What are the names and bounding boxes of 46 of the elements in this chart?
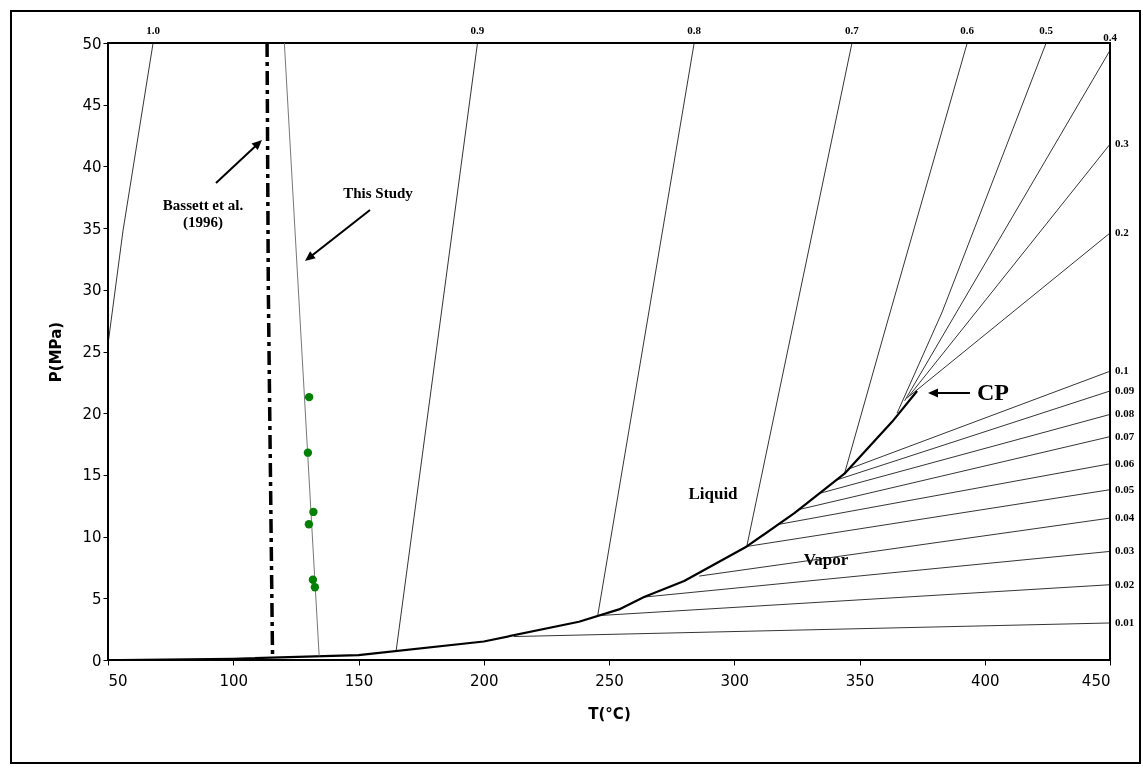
y-tick-label: 40 (82, 157, 102, 176)
series-label: 0.3 (1115, 137, 1130, 150)
x-tick-label: 350 (845, 671, 875, 690)
y-tick-label: 45 (82, 96, 102, 115)
series-label: 0.07 (1115, 429, 1135, 442)
series-label: 0.08 (1115, 407, 1135, 420)
y-tick-label: 30 (82, 281, 102, 300)
annotation: Bassett et al. (1996) (162, 197, 244, 231)
series-label: 0.7 (845, 24, 860, 36)
series-label: 0.09 (1115, 383, 1135, 396)
series-label: 0.4 (1103, 31, 1118, 44)
x-tick-label: 450 (1081, 671, 1111, 690)
x-axis-title: T(°C) (588, 704, 631, 723)
y-axis-title: P(MPa) (47, 321, 66, 383)
series-label: 0.04 (1115, 511, 1135, 524)
series-label: 0.5 (1039, 24, 1054, 36)
series-label: 0.9 (470, 24, 485, 36)
x-tick-label: 250 (595, 671, 624, 690)
y-tick-label: 10 (82, 528, 102, 547)
series-label: 0.03 (1115, 544, 1135, 557)
y-tick-label: 0 (91, 651, 102, 670)
y-tick-label: 35 (82, 219, 102, 238)
y-tick-label: 20 (82, 404, 102, 423)
annotation: Vapor (803, 550, 849, 569)
series-label: 1.0 (146, 24, 161, 36)
annotation: Liquid (688, 484, 739, 503)
x-tick-label: 400 (970, 671, 1000, 690)
x-tick-label: 100 (219, 671, 249, 690)
series-label: 0.6 (960, 24, 975, 36)
series-label: 0.8 (687, 24, 702, 36)
y-tick-label: 5 (91, 589, 102, 608)
series-label: 0.2 (1115, 226, 1130, 239)
series-label: 0.02 (1115, 577, 1135, 590)
y-tick-label: 15 (82, 466, 102, 485)
annotation: CP (977, 379, 1009, 405)
series-label: 0.06 (1115, 456, 1135, 469)
x-tick-label: 150 (344, 671, 374, 690)
y-tick-label: 50 (82, 34, 102, 53)
x-tick-label: 200 (469, 671, 499, 690)
x-tick-label: 300 (720, 671, 750, 690)
y-tick-label: 25 (82, 343, 102, 361)
series-label: 0.01 (1115, 615, 1135, 628)
series-label: 0.1 (1115, 364, 1129, 377)
x-tick-label: 50 (108, 671, 128, 690)
series-label: 0.05 (1115, 482, 1135, 495)
annotation: This Study (343, 185, 414, 201)
